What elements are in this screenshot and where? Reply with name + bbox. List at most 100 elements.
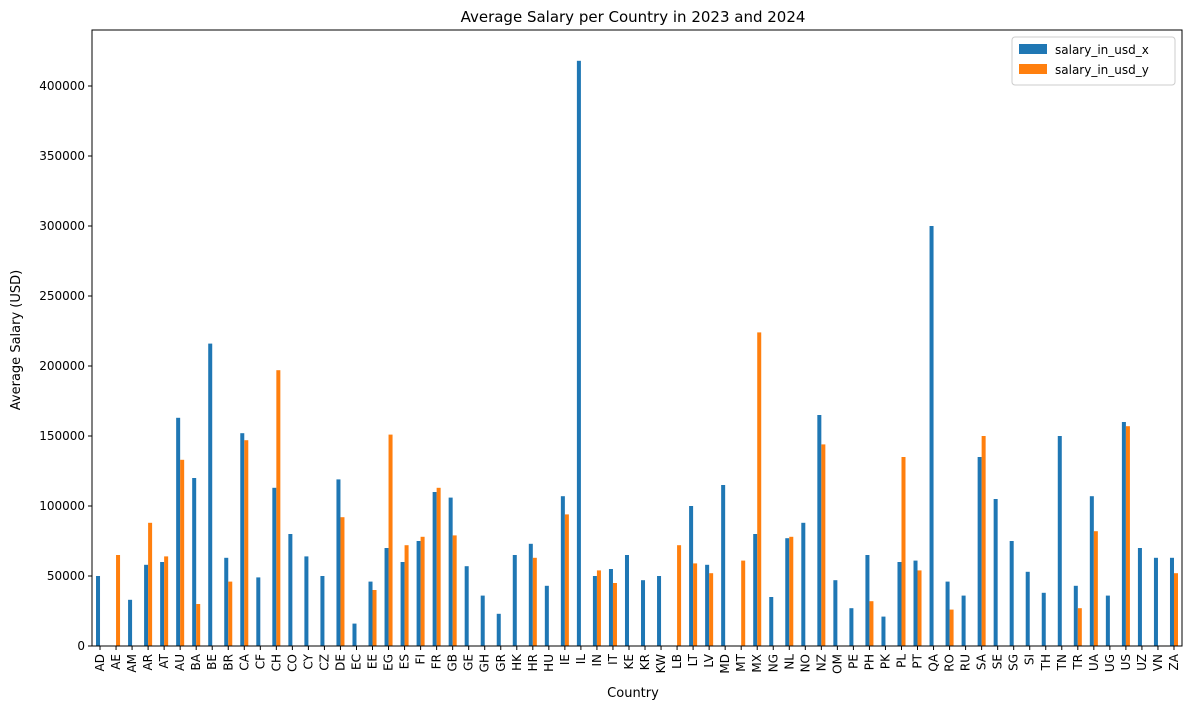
bar-nl-salary-in-usd-y: [789, 536, 794, 646]
bar-be-salary-in-usd-x: [208, 343, 213, 646]
bar-om-salary-in-usd-x: [833, 580, 838, 646]
x-tick-label-tn: TN: [1055, 654, 1069, 671]
bar-fr-salary-in-usd-x: [432, 492, 437, 646]
bar-tr-salary-in-usd-y: [1077, 608, 1082, 646]
x-tick-label-pe: PE: [846, 654, 860, 669]
bar-hu-salary-in-usd-x: [544, 585, 549, 646]
x-tick-label-om: OM: [830, 654, 844, 674]
x-tick-label-co: CO: [285, 654, 299, 672]
bar-kr-salary-in-usd-x: [641, 580, 646, 646]
legend-swatch-salary-in-usd-y: [1019, 64, 1047, 74]
y-tick-label: 100000: [39, 499, 85, 513]
bar-au-salary-in-usd-x: [176, 417, 181, 646]
bar-ch-salary-in-usd-x: [272, 487, 277, 646]
x-tick-label-ua: UA: [1087, 653, 1101, 671]
legend-swatch-salary-in-usd-x: [1019, 44, 1047, 54]
chart-title: Average Salary per Country in 2023 and 2…: [461, 8, 806, 26]
bar-br-salary-in-usd-x: [224, 557, 229, 646]
x-tick-label-be: BE: [205, 654, 219, 670]
x-tick-label-ie: IE: [558, 654, 572, 665]
x-tick-label-pt: PT: [911, 653, 925, 668]
bar-uz-salary-in-usd-x: [1137, 548, 1142, 646]
bar-lv-salary-in-usd-y: [709, 573, 714, 646]
bar-ua-salary-in-usd-x: [1089, 496, 1094, 646]
y-tick-label: 350000: [39, 149, 85, 163]
x-axis-label: Country: [607, 686, 659, 701]
bar-am-salary-in-usd-x: [128, 599, 133, 646]
x-tick-label-md: MD: [718, 654, 732, 674]
x-tick-label-hk: HK: [510, 653, 524, 671]
legend-label-salary-in-usd-y: salary_in_usd_y: [1055, 63, 1149, 77]
x-tick-label-ke: KE: [622, 654, 636, 669]
bar-ie-salary-in-usd-x: [560, 496, 565, 646]
y-tick-label: 250000: [39, 289, 85, 303]
bar-hr-salary-in-usd-y: [532, 557, 537, 646]
x-tick-label-it: IT: [606, 653, 620, 665]
x-tick-label-il: IL: [574, 654, 588, 665]
bar-ph-salary-in-usd-x: [865, 555, 870, 646]
y-tick-label: 300000: [39, 219, 85, 233]
bar-ug-salary-in-usd-x: [1105, 595, 1110, 646]
bar-gb-salary-in-usd-y: [452, 535, 457, 646]
bar-fi-salary-in-usd-x: [416, 541, 421, 646]
y-tick-label: 50000: [47, 569, 85, 583]
y-tick-label: 400000: [39, 79, 85, 93]
bar-vn-salary-in-usd-x: [1153, 557, 1158, 646]
bar-us-salary-in-usd-x: [1121, 422, 1126, 646]
bar-kw-salary-in-usd-x: [657, 576, 662, 646]
x-tick-label-pk: PK: [878, 653, 892, 669]
bar-ee-salary-in-usd-y: [372, 590, 377, 646]
x-tick-label-eg: EG: [382, 654, 396, 671]
x-tick-label-de: DE: [333, 654, 347, 671]
bar-ua-salary-in-usd-y: [1093, 531, 1098, 646]
bar-ie-salary-in-usd-y: [564, 514, 569, 646]
bar-ae-salary-in-usd-y: [116, 555, 121, 646]
bar-pl-salary-in-usd-y: [901, 457, 906, 646]
bar-md-salary-in-usd-x: [721, 485, 726, 646]
bar-cf-salary-in-usd-x: [256, 577, 261, 646]
bar-ng-salary-in-usd-x: [769, 597, 774, 646]
bar-ph-salary-in-usd-y: [869, 601, 874, 646]
bar-ba-salary-in-usd-y: [196, 604, 201, 646]
bar-ba-salary-in-usd-x: [192, 478, 197, 646]
x-tick-label-ug: UG: [1103, 654, 1117, 672]
x-tick-label-ec: EC: [349, 654, 363, 670]
bar-de-salary-in-usd-y: [340, 517, 345, 646]
y-tick-label: 0: [77, 639, 85, 653]
legend-label-salary-in-usd-x: salary_in_usd_x: [1055, 43, 1149, 57]
x-tick-label-gh: GH: [478, 654, 492, 672]
bar-mx-salary-in-usd-x: [753, 534, 758, 646]
bar-ca-salary-in-usd-y: [244, 440, 249, 646]
bar-qa-salary-in-usd-x: [929, 226, 934, 646]
y-tick-label: 200000: [39, 359, 85, 373]
x-tick-label-lt: LT: [686, 653, 700, 666]
bar-at-salary-in-usd-x: [160, 562, 165, 646]
x-tick-label-ng: NG: [766, 654, 780, 672]
x-tick-label-tr: TR: [1071, 654, 1085, 671]
y-tick-label: 150000: [39, 429, 85, 443]
x-tick-label-si: SI: [1023, 654, 1037, 665]
x-tick-label-ae: AE: [109, 654, 123, 670]
x-tick-label-ad: AD: [93, 654, 107, 671]
bar-za-salary-in-usd-y: [1173, 573, 1178, 646]
bar-ad-salary-in-usd-x: [96, 576, 101, 646]
x-tick-label-nz: NZ: [814, 654, 828, 671]
x-tick-label-se: SE: [991, 654, 1005, 669]
x-tick-label-ca: CA: [237, 653, 251, 670]
bar-eg-salary-in-usd-y: [388, 434, 393, 646]
bar-in-salary-in-usd-y: [596, 570, 601, 646]
bar-de-salary-in-usd-x: [336, 479, 341, 646]
bar-gb-salary-in-usd-x: [448, 497, 453, 646]
x-tick-label-cy: CY: [301, 653, 315, 669]
x-tick-label-mx: MX: [750, 654, 764, 673]
bar-cy-salary-in-usd-x: [304, 556, 309, 646]
bar-il-salary-in-usd-x: [576, 60, 581, 647]
x-tick-label-fr: FR: [430, 654, 444, 669]
bar-ee-salary-in-usd-x: [368, 581, 373, 646]
bar-pl-salary-in-usd-x: [897, 562, 902, 646]
x-tick-label-ee: EE: [366, 654, 380, 669]
x-tick-label-in: IN: [590, 654, 604, 667]
bar-br-salary-in-usd-y: [228, 581, 233, 646]
x-tick-label-ro: RO: [943, 654, 957, 672]
